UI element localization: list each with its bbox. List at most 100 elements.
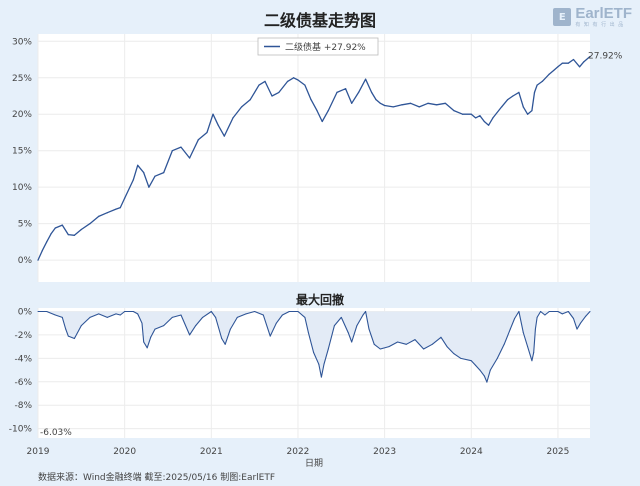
drawdown-point xyxy=(202,316,204,318)
drawdown-point xyxy=(327,348,329,350)
return-point xyxy=(553,69,555,72)
top-y-tick-label: 30% xyxy=(12,37,32,47)
return-point xyxy=(54,227,56,229)
drawdown-point xyxy=(323,363,325,365)
return-point xyxy=(536,84,538,86)
bottom-y-tick-label: -2% xyxy=(14,331,32,341)
drawdown-point xyxy=(320,376,322,378)
drawdown-point xyxy=(124,311,126,313)
return-point xyxy=(492,117,494,119)
drawdown-point xyxy=(180,314,182,316)
drawdown-point xyxy=(440,336,442,338)
drawdown-point xyxy=(470,360,472,362)
drawdown-point xyxy=(561,313,563,315)
return-point xyxy=(271,95,273,97)
return-point xyxy=(479,115,481,117)
return-point xyxy=(61,224,63,226)
drawdown-point xyxy=(215,316,217,318)
drawdown-point xyxy=(304,316,306,318)
x-axis-title: 日期 xyxy=(305,458,323,469)
x-tick-label: 2024 xyxy=(460,447,483,457)
drawdown-point xyxy=(210,311,212,313)
x-tick-label: 2021 xyxy=(200,447,223,457)
end-value-label: 27.92% xyxy=(588,51,623,61)
drawdown-point xyxy=(171,316,173,318)
return-point xyxy=(483,120,485,123)
return-point xyxy=(180,146,182,148)
drawdown-point xyxy=(533,352,535,354)
return-point xyxy=(427,102,429,104)
return-point xyxy=(462,113,464,115)
drawdown-point xyxy=(414,339,416,341)
drawdown-point xyxy=(297,311,299,313)
return-point xyxy=(143,171,145,174)
bottom-y-tick-label: -8% xyxy=(14,401,32,411)
drawdown-point xyxy=(489,369,491,371)
logo-subtext: 有 知 有 行 出 品 xyxy=(575,22,625,28)
drawdown-point xyxy=(479,369,481,371)
return-point xyxy=(297,79,299,81)
drawdown-point xyxy=(141,322,143,324)
earletf-logo: E EarlETF 有 知 有 行 出 品 xyxy=(553,6,632,28)
bottom-y-tick-label: -4% xyxy=(14,354,32,364)
return-point xyxy=(197,139,199,141)
return-point xyxy=(278,91,280,93)
top-y-tick-label: 0% xyxy=(18,256,33,266)
return-point xyxy=(522,106,524,108)
return-point xyxy=(533,91,536,93)
drawdown-point xyxy=(423,348,425,350)
top-y-tick-label: 20% xyxy=(12,110,32,120)
return-point xyxy=(171,150,173,152)
return-point xyxy=(41,250,43,252)
return-point xyxy=(327,109,329,112)
drawdown-point xyxy=(589,311,591,313)
return-point xyxy=(470,113,472,115)
return-point xyxy=(541,80,543,83)
drawdown-point xyxy=(46,311,48,313)
return-point xyxy=(249,99,251,101)
return-point xyxy=(488,124,490,126)
drawdown-point xyxy=(446,346,448,348)
return-point xyxy=(217,124,219,126)
drawdown-point xyxy=(509,328,511,330)
return-point xyxy=(572,58,575,61)
return-point xyxy=(358,91,360,93)
drawdown-point xyxy=(80,325,82,327)
return-point xyxy=(351,102,353,104)
top-y-tick-label: 15% xyxy=(12,147,32,157)
drawdown-point xyxy=(89,316,91,318)
drawdown-point xyxy=(154,328,156,330)
drawdown-point xyxy=(281,314,283,316)
logo-mark-icon: E xyxy=(553,8,572,26)
drawdown-point xyxy=(67,335,69,337)
drawdown-point xyxy=(61,316,63,318)
drawdown-point xyxy=(98,313,100,315)
drawdown-point xyxy=(534,328,536,330)
drawdown-point xyxy=(567,311,569,313)
drawdown-point xyxy=(536,316,538,318)
drawdown-point xyxy=(229,328,231,330)
drawdown-point xyxy=(373,343,375,345)
return-point xyxy=(106,212,108,214)
drawdown-point xyxy=(236,316,238,318)
legend-box xyxy=(257,37,379,56)
return-point xyxy=(371,91,373,93)
drawdown-point xyxy=(405,343,407,345)
drawdown-point xyxy=(143,341,145,343)
return-point xyxy=(548,73,550,75)
drawdown-line xyxy=(38,310,591,383)
drawdown-point xyxy=(540,311,542,313)
return-point xyxy=(232,117,234,119)
drawdown-point xyxy=(486,381,488,383)
return-point xyxy=(163,171,165,174)
return-point xyxy=(557,66,559,68)
return-point xyxy=(453,109,455,112)
drawdown-point xyxy=(573,318,575,320)
drawdown-point xyxy=(362,314,364,316)
return-point xyxy=(375,99,377,101)
return-point xyxy=(264,80,266,83)
logo-text: EarlETF xyxy=(575,5,632,22)
top-y-tick-label: 25% xyxy=(12,74,32,84)
drawdown-point xyxy=(132,311,134,313)
